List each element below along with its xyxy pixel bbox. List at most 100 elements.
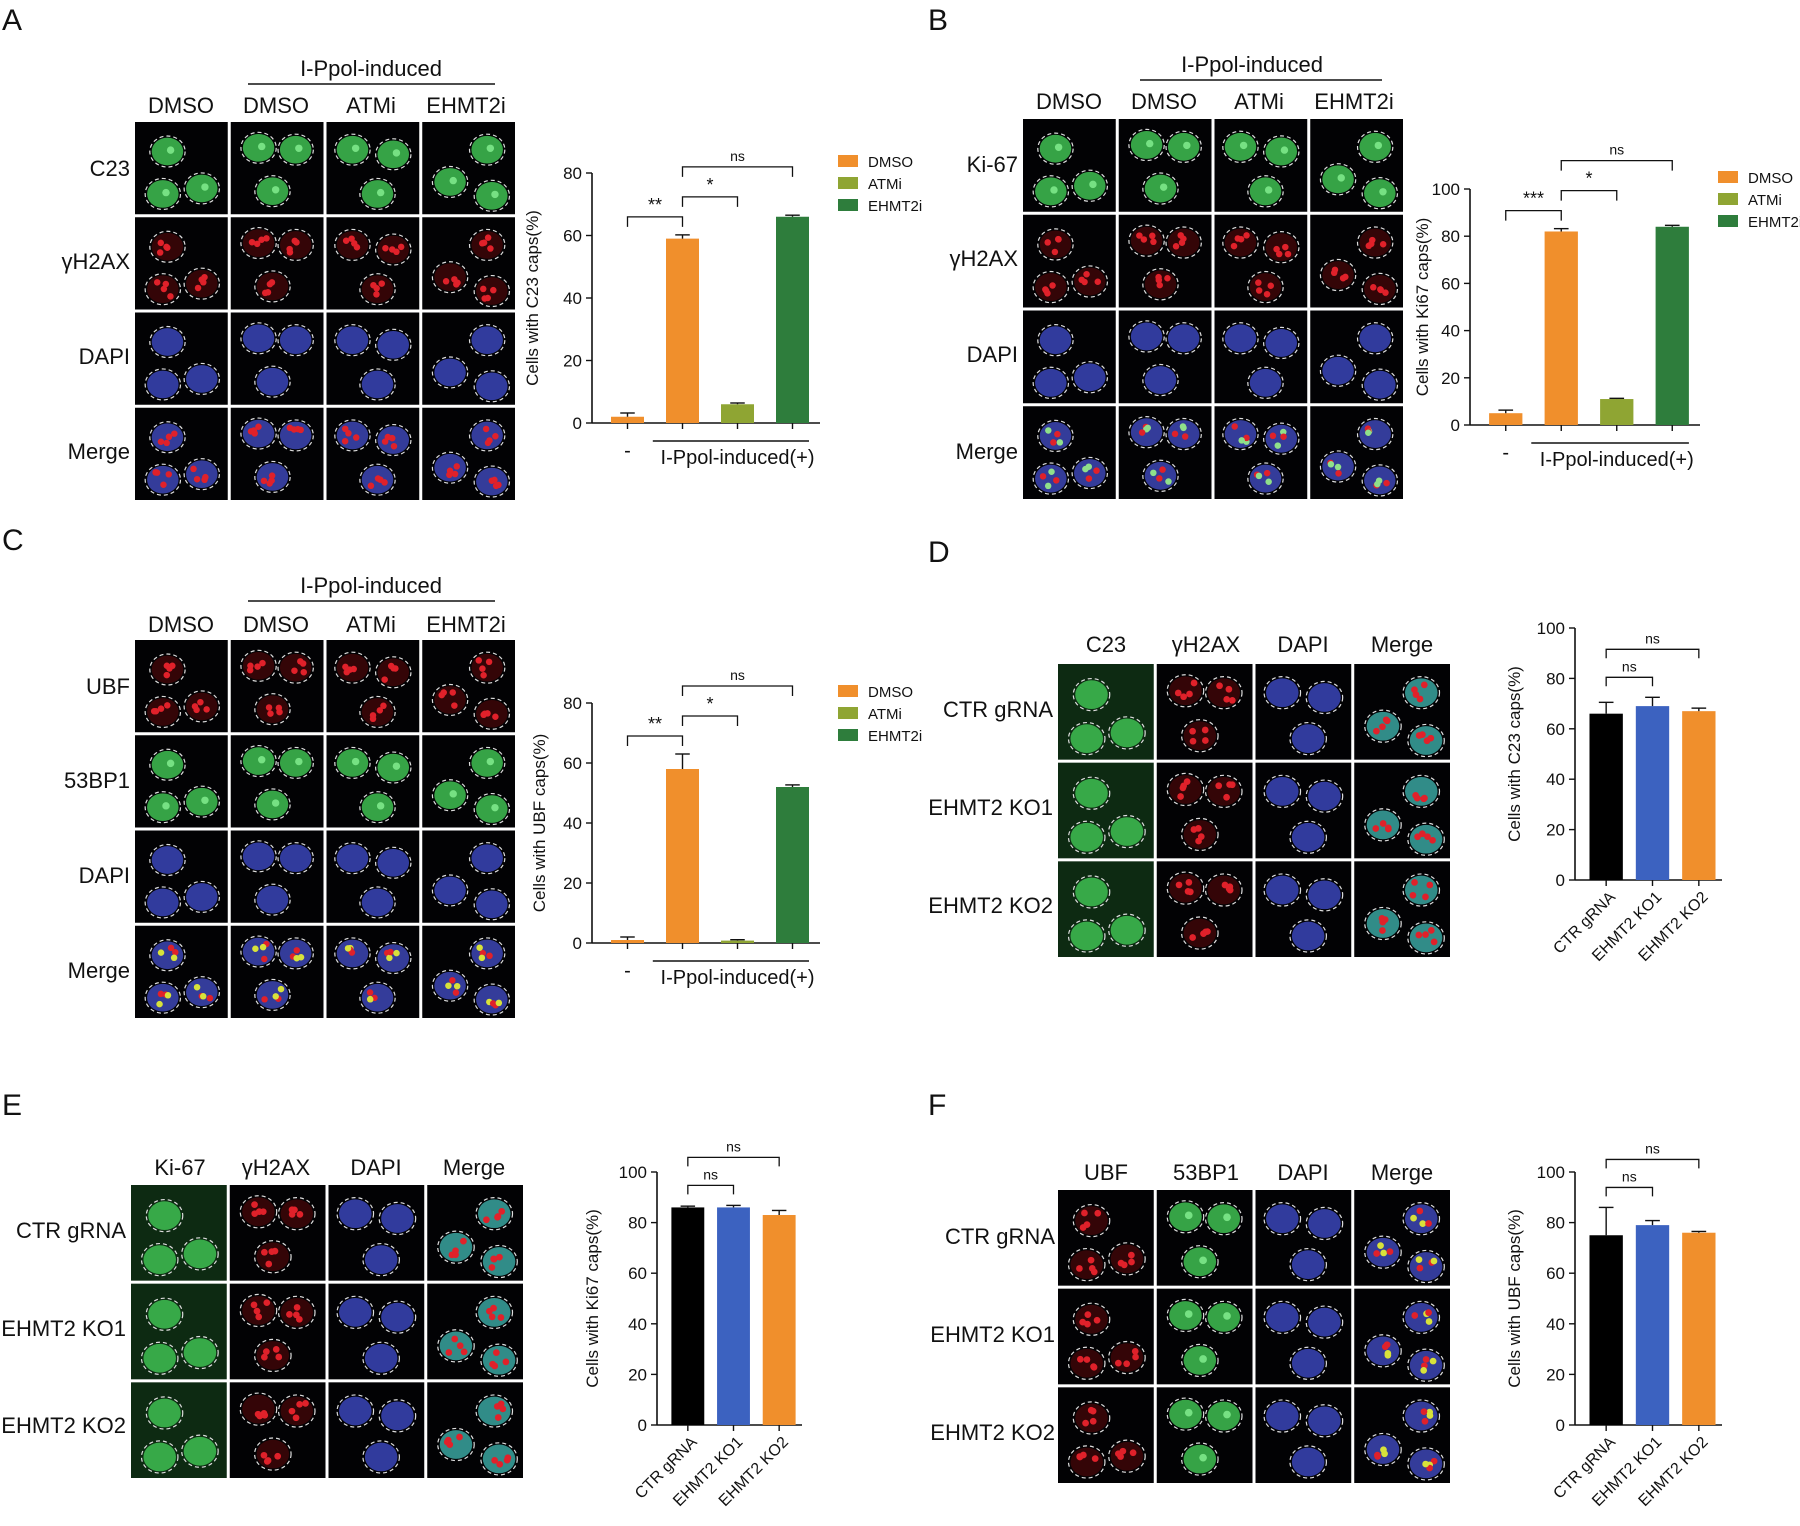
focus-spot <box>167 293 174 300</box>
significance-bracket <box>687 1184 735 1195</box>
focus-spot <box>446 467 454 475</box>
nucleus <box>1291 822 1325 852</box>
nucleus-outline <box>1032 270 1070 304</box>
panel-b: I-Ppol-induced DMSO DMSO ATMi EHMT2i Ki-… <box>950 52 1800 499</box>
nucleus-outline <box>437 1329 475 1363</box>
col-label: DMSO <box>1131 89 1197 114</box>
bar <box>776 216 809 423</box>
nucleus-outline <box>277 1197 316 1231</box>
focus-spot <box>166 665 173 672</box>
focus-spot <box>1082 1419 1089 1427</box>
significance-label: ns <box>1645 1140 1660 1156</box>
focus-spot <box>157 705 165 712</box>
focus-spot <box>1415 732 1423 739</box>
nucleus-outline <box>1072 875 1111 909</box>
focus-spot <box>261 996 268 1003</box>
focus-spot <box>486 1307 493 1315</box>
x-label-induced: I-Ppol-induced(+) <box>1540 449 1694 471</box>
focus-spot <box>295 144 303 153</box>
nucleus-outline <box>334 419 371 452</box>
nucleus-outline <box>145 1198 184 1233</box>
legend-label: ATMi <box>1748 192 1782 209</box>
significance-bracket <box>1605 676 1654 687</box>
focus-spot <box>290 426 298 433</box>
nucleus-outline <box>181 1434 219 1468</box>
panel-letter-e: E <box>2 1089 22 1122</box>
focus-spot <box>156 249 164 256</box>
nucleus-outline <box>1361 368 1399 401</box>
nucleus <box>1110 817 1144 846</box>
focus-spot <box>162 802 170 810</box>
nucleus <box>147 370 179 399</box>
y-axis-label: Cells with Ki67 caps(%) <box>583 1209 602 1388</box>
nucleus <box>1224 324 1257 353</box>
nucleus-outline <box>254 693 291 726</box>
focus-spot <box>1184 1408 1193 1417</box>
focus-spot <box>1273 245 1280 253</box>
nucleus-outline <box>473 888 511 921</box>
focus-spot <box>445 982 452 989</box>
nucleus <box>1224 228 1257 257</box>
focus-spot <box>1424 833 1431 841</box>
nucleus <box>477 1396 511 1426</box>
nucleus <box>339 1298 372 1327</box>
col-label: C23 <box>1086 632 1126 657</box>
nucleus-outline <box>1181 817 1219 852</box>
nucleus-outline <box>1142 363 1179 397</box>
bar <box>666 238 699 423</box>
focus-spot <box>254 663 261 670</box>
focus-spot <box>1231 423 1238 430</box>
focus-spot <box>1186 690 1193 698</box>
focus-spot <box>1426 1412 1434 1419</box>
y-tick-label: 60 <box>628 1264 647 1283</box>
nucleus-outline <box>1108 814 1146 849</box>
focus-spot <box>1054 430 1061 438</box>
focus-spot <box>1383 1341 1391 1349</box>
focus-spot <box>479 665 486 672</box>
nucleus-outline <box>240 744 277 778</box>
nucleus-outline <box>277 651 314 684</box>
nucleus-outline <box>277 746 314 780</box>
legend-swatch <box>838 729 858 741</box>
nucleus-outline <box>254 175 291 208</box>
focus-spot <box>392 149 401 157</box>
focus-spot <box>488 1313 496 1321</box>
focus-spot <box>194 284 202 292</box>
nucleus-outline <box>277 937 314 970</box>
focus-spot <box>1263 469 1271 477</box>
focus-spot <box>1174 689 1182 697</box>
nucleus <box>186 883 218 911</box>
significance-bracket <box>681 196 739 207</box>
nucleus-outline <box>1032 366 1070 400</box>
focus-spot <box>1422 893 1429 901</box>
focus-spot <box>157 239 165 247</box>
focus-spot <box>1386 1248 1394 1255</box>
focus-spot <box>295 757 303 766</box>
y-tick-label: 100 <box>619 1163 647 1182</box>
focus-spot <box>265 704 273 711</box>
nucleus-outline <box>1356 322 1394 355</box>
nucleus-outline <box>140 1341 179 1375</box>
row-label: EHMT2 KO2 <box>1 1413 126 1438</box>
nucleus-outline <box>1181 1442 1219 1476</box>
focus-spot <box>1175 881 1183 889</box>
focus-spot <box>296 1400 303 1408</box>
focus-spot <box>494 1414 502 1421</box>
focus-spot <box>262 1348 270 1355</box>
focus-spot <box>1128 1251 1135 1259</box>
nucleus-outline <box>375 751 412 784</box>
nucleus-outline <box>183 880 221 914</box>
focus-spot <box>292 1414 300 1422</box>
focus-spot <box>193 983 201 991</box>
focus-spot <box>488 1264 496 1271</box>
focus-spot <box>164 702 171 709</box>
bar <box>1544 231 1578 425</box>
nucleus-outline <box>240 131 277 164</box>
col-label: ATMi <box>1234 89 1284 114</box>
nucleus-outline <box>1247 366 1284 400</box>
focus-spot <box>167 944 175 952</box>
focus-spot <box>1159 183 1168 191</box>
nucleus <box>256 1242 290 1272</box>
focus-spot <box>367 482 375 490</box>
focus-spot <box>482 425 490 433</box>
